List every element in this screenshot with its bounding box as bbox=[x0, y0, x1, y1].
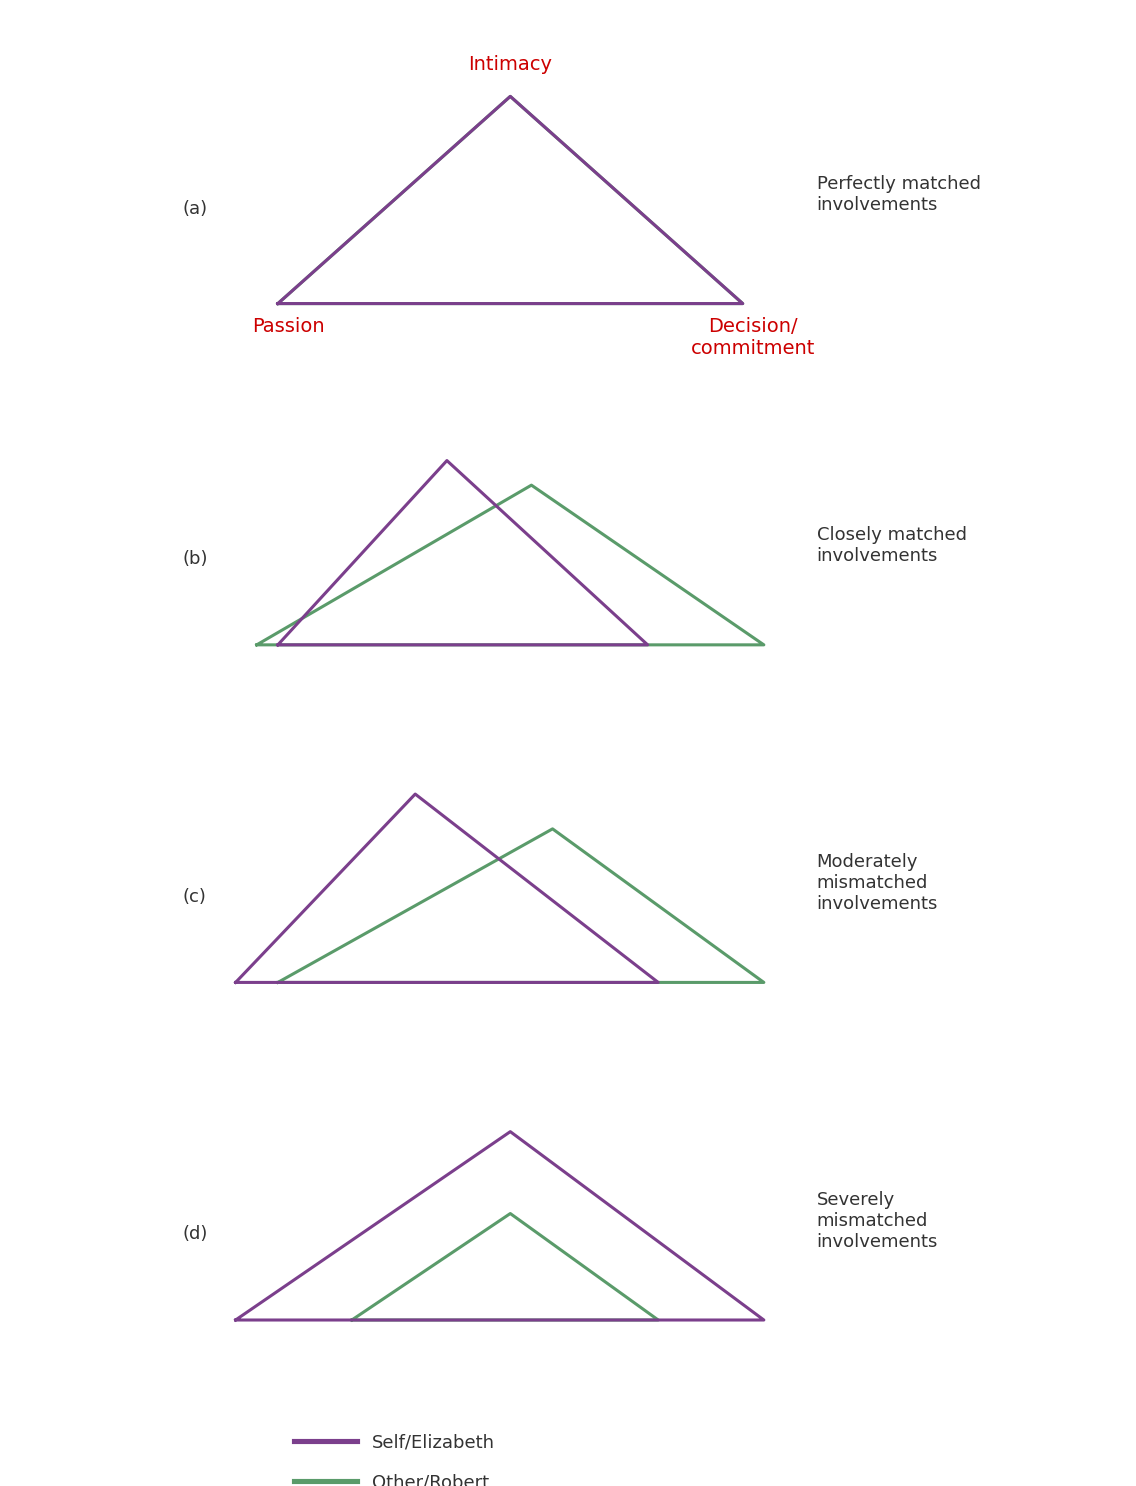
Text: (d): (d) bbox=[183, 1226, 208, 1244]
Text: Intimacy: Intimacy bbox=[468, 55, 552, 74]
Legend: Self/Elizabeth, Other/Robert: Self/Elizabeth, Other/Robert bbox=[287, 1427, 502, 1486]
Text: Closely matched
involvements: Closely matched involvements bbox=[817, 526, 967, 565]
Text: (c): (c) bbox=[183, 887, 207, 906]
Text: (b): (b) bbox=[183, 550, 208, 568]
Text: Passion: Passion bbox=[252, 317, 325, 336]
Text: Severely
mismatched
involvements: Severely mismatched involvements bbox=[817, 1190, 938, 1251]
Text: Perfectly matched
involvements: Perfectly matched involvements bbox=[817, 175, 980, 214]
Text: Moderately
mismatched
involvements: Moderately mismatched involvements bbox=[817, 853, 938, 912]
Text: Decision/
commitment: Decision/ commitment bbox=[691, 317, 816, 358]
Text: (a): (a) bbox=[183, 201, 208, 218]
